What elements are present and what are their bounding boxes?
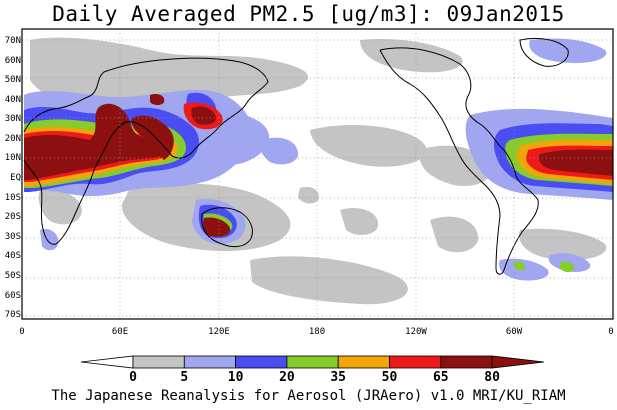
lon-label: 0 (608, 327, 613, 337)
lat-label: 20N (5, 134, 21, 144)
colorbar-low-arrow (80, 355, 134, 369)
coast-eurasia-africa (23, 57, 269, 245)
level-80-plus-areas (24, 93, 613, 237)
colorbar-tick-label: 35 (330, 370, 346, 385)
map-frame (21, 28, 614, 320)
colorbar-tick-label: 50 (382, 370, 398, 385)
coast-greenland (519, 37, 569, 67)
colorbar: 0 5 10 20 35 50 65 80 (80, 355, 545, 385)
lat-label: 20S (5, 212, 21, 222)
lat-label: EQ (10, 173, 21, 183)
lon-label: 120W (405, 327, 427, 337)
colorbar-tick-label: 10 (228, 370, 244, 385)
colorbar-segment (440, 355, 493, 369)
colorbar-tick-label: 20 (279, 370, 295, 385)
graticule (22, 29, 613, 319)
colorbar-segment (389, 355, 442, 369)
colorbar-segment (183, 355, 237, 369)
lat-label: 70N (5, 36, 21, 46)
lat-label: 40N (5, 95, 21, 105)
lon-label: 60W (506, 327, 523, 337)
lon-label: 120E (208, 327, 230, 337)
colorbar-tick-label: 5 (180, 370, 188, 385)
lat-axis: 70N 60N 50N 40N 30N 20N 10N EQ 10S 20S 3… (5, 36, 21, 320)
colorbar-segment (235, 355, 288, 369)
colorbar-segment (337, 355, 390, 369)
lon-label: 0 (19, 327, 24, 337)
lat-label: 30N (5, 114, 21, 124)
lat-label: 60N (5, 56, 21, 66)
coastlines (23, 37, 569, 275)
coast-americas (379, 47, 539, 275)
colorbar-segment (132, 355, 185, 369)
lon-label: 60E (112, 327, 128, 337)
colorbar-tick-label: 65 (433, 370, 449, 385)
lon-label: 180 (309, 327, 325, 337)
lat-label: 50S (5, 271, 21, 281)
lon-axis: 0 60E 120E 180 120W 60W 0 (19, 327, 613, 337)
lat-label: 10N (5, 153, 21, 163)
lat-label: 50N (5, 75, 21, 85)
lat-label: 40S (5, 251, 21, 261)
lat-label: 60S (5, 291, 21, 301)
colorbar-tick-label: 80 (484, 370, 500, 385)
colorbar-high-arrow (491, 355, 545, 369)
lat-label: 30S (5, 232, 21, 242)
footer-credit: The Japanese Reanalysis for Aerosol (JRA… (51, 388, 566, 404)
lat-label: 70S (5, 310, 21, 320)
coast-australia (201, 207, 253, 248)
lat-label: 10S (5, 193, 21, 203)
colorbar-segment (286, 355, 339, 369)
pm25-field (24, 37, 613, 305)
map-title: Daily Averaged PM2.5 [ug/m3]: 09Jan2015 (52, 2, 565, 26)
colorbar-tick-label: 0 (129, 370, 137, 385)
